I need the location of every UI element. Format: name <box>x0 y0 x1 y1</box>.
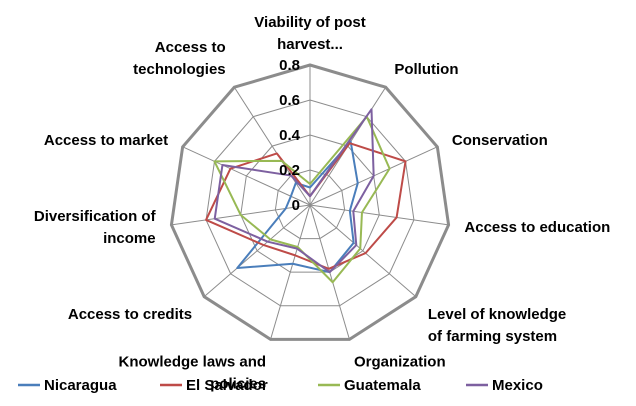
category-label: Pollution <box>394 61 458 78</box>
category-label: Level of knowledge of farming system <box>428 306 566 345</box>
spoke-line <box>203 204 311 298</box>
category-labels: Viability of post harvest... Pollution Cons… <box>34 14 610 393</box>
category-label: Diversification of income <box>34 208 157 247</box>
tick-label: 0 <box>292 197 300 214</box>
series-line-guatemala <box>213 115 391 284</box>
category-label: Access to credits <box>68 306 192 323</box>
tick-label: 0.8 <box>279 57 300 74</box>
radar-spokes <box>171 65 449 340</box>
category-label: Conservation <box>452 132 548 149</box>
category-label: Access to market <box>44 132 168 149</box>
legend-label: Mexico <box>492 377 543 394</box>
spoke-line <box>309 204 449 226</box>
category-label: Organization <box>354 354 446 371</box>
category-label: Knowledge laws and policies <box>119 354 267 393</box>
tick-label: 0.6 <box>279 92 300 109</box>
category-label: Access to education <box>464 219 610 236</box>
legend-label: Nicaragua <box>44 377 117 394</box>
spoke-line <box>270 204 311 340</box>
tick-label: 0.2 <box>279 162 300 179</box>
grid-ring <box>169 63 451 341</box>
spoke-line <box>233 86 311 206</box>
series-line-mexico <box>213 108 375 274</box>
grid-ring <box>205 99 415 307</box>
category-label: Viability of post harvest... <box>254 14 365 53</box>
spoke-line <box>309 204 417 298</box>
legend: Nicaragua El Salvador Guatemala Mexico <box>18 377 543 394</box>
legend-label: El Salvador <box>186 377 268 394</box>
legend-label: Guatemala <box>344 377 421 394</box>
spoke-line <box>182 146 311 206</box>
radar-series <box>205 108 407 284</box>
category-label: Access to technologies <box>133 39 226 78</box>
grid-ring <box>240 134 380 273</box>
radar-grid <box>169 63 451 341</box>
tick-label: 0.4 <box>279 127 301 144</box>
grid-ring <box>274 169 346 240</box>
series-line-nicaragua <box>236 140 359 274</box>
radial-tick-labels: 0 0.2 0.4 0.6 0.8 <box>279 57 301 214</box>
